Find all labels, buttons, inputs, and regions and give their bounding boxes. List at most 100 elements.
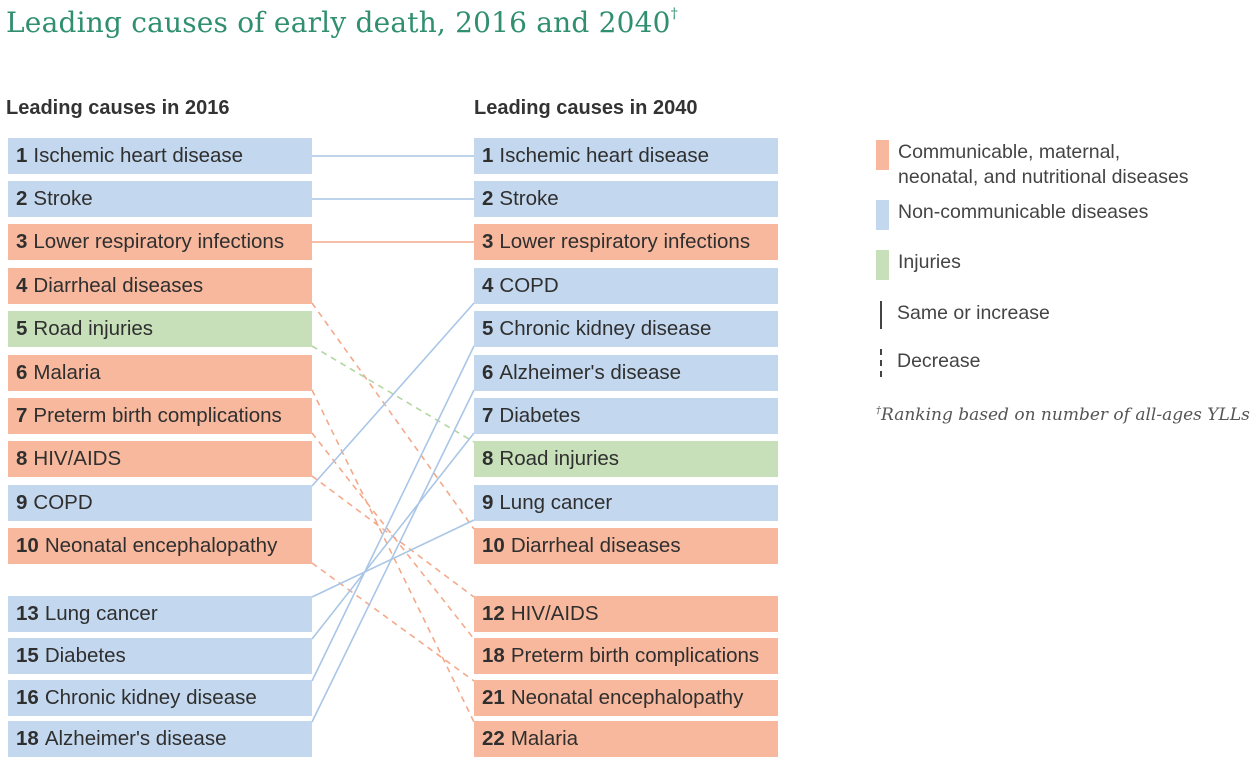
connector-solid-line <box>311 302 475 487</box>
left-rank-label: Diarrheal diseases <box>33 274 204 297</box>
left-rank-number: 10 <box>16 534 39 557</box>
solid-line-icon <box>880 301 882 329</box>
legend-label-non-communicable: Non-communicable diseases <box>898 201 1149 223</box>
right-rank-item: 10 Diarrheal diseases <box>474 528 778 564</box>
right-rank-label: Chronic kidney disease <box>499 317 712 340</box>
left-rank-number: 7 <box>16 404 28 427</box>
right-rank-item: 8 Road injuries <box>474 441 778 477</box>
left-rank-number: 5 <box>16 317 28 340</box>
left-rank-item: 4 Diarrheal diseases <box>8 268 312 304</box>
legend-label-communicable: Communicable, maternal, neonatal, and nu… <box>898 141 1189 188</box>
right-rank-label: Alzheimer's disease <box>499 361 682 384</box>
legend-swatch-injuries <box>876 250 889 280</box>
title-dagger: † <box>670 5 678 22</box>
right-rank-label: Diarrheal diseases <box>510 534 681 557</box>
right-rank-number: 18 <box>482 644 505 667</box>
left-rank-item: 15 Diabetes <box>8 638 312 674</box>
right-rank-number: 1 <box>482 144 494 167</box>
left-rank-number: 9 <box>16 491 28 514</box>
right-rank-number: 3 <box>482 230 494 253</box>
right-rank-number: 22 <box>482 727 505 750</box>
right-rank-label: Ischemic heart disease <box>499 144 710 167</box>
left-rank-item: 2 Stroke <box>8 181 312 217</box>
left-rank-item: 13 Lung cancer <box>8 596 312 632</box>
right-rank-label: Road injuries <box>499 447 620 470</box>
left-rank-item: 16 Chronic kidney disease <box>8 680 312 716</box>
left-rank-item: 10 Neonatal encephalopathy <box>8 528 312 564</box>
left-rank-label: HIV/AIDS <box>33 447 122 470</box>
right-rank-number: 12 <box>482 602 505 625</box>
right-rank-label: Stroke <box>499 187 559 210</box>
left-rank-item: 5 Road injuries <box>8 311 312 347</box>
right-rank-item: 9 Lung cancer <box>474 485 778 521</box>
left-rank-label: Lung cancer <box>44 602 158 625</box>
right-rank-item: 22 Malaria <box>474 721 778 757</box>
right-rank-number: 9 <box>482 491 494 514</box>
left-rank-label: COPD <box>33 491 93 514</box>
left-rank-number: 8 <box>16 447 28 470</box>
right-rank-item: 18 Preterm birth complications <box>474 638 778 674</box>
right-rank-number: 8 <box>482 447 494 470</box>
legend-item-non-communicable: Non-communicable diseases <box>876 200 1148 230</box>
legend-swatch-non-communicable <box>876 200 889 230</box>
footnote-text: Ranking based on number of all-ages YLLs <box>881 405 1250 425</box>
left-rank-label: Alzheimer's disease <box>44 727 227 750</box>
left-rank-number: 1 <box>16 144 28 167</box>
left-rank-item: 9 COPD <box>8 485 312 521</box>
left-rank-item: 3 Lower respiratory infections <box>8 224 312 260</box>
right-rank-item: 7 Diabetes <box>474 398 778 434</box>
left-rank-number: 16 <box>16 686 39 709</box>
legend-label-decrease: Decrease <box>897 350 981 372</box>
legend-item-same-or-increase: Same or increase <box>876 301 1050 329</box>
right-rank-label: Preterm birth complications <box>510 644 760 667</box>
left-rank-label: Diabetes <box>44 644 126 667</box>
connector-dashed-line <box>311 302 475 530</box>
left-rank-item: 7 Preterm birth complications <box>8 398 312 434</box>
right-rank-item: 2 Stroke <box>474 181 778 217</box>
left-rank-label: Malaria <box>33 361 101 384</box>
connector-dashed-line <box>311 345 475 443</box>
left-rank-label: Lower respiratory infections <box>33 230 285 253</box>
left-column-heading: Leading causes in 2016 <box>6 97 230 119</box>
right-rank-item: 4 COPD <box>474 268 778 304</box>
chart-title: Leading causes of early death, 2016 and … <box>6 6 678 39</box>
right-rank-item: 21 Neonatal encephalopathy <box>474 680 778 716</box>
left-rank-label: Preterm birth complications <box>33 404 282 427</box>
legend-swatch-communicable <box>876 140 889 170</box>
legend-label-injuries: Injuries <box>898 251 961 273</box>
left-rank-number: 6 <box>16 361 28 384</box>
left-rank-label: Neonatal encephalopathy <box>44 534 278 557</box>
right-rank-number: 10 <box>482 534 505 557</box>
right-rank-item: 5 Chronic kidney disease <box>474 311 778 347</box>
right-rank-label: HIV/AIDS <box>510 602 599 625</box>
left-rank-number: 2 <box>16 187 28 210</box>
left-rank-number: 15 <box>16 644 39 667</box>
right-rank-number: 5 <box>482 317 494 340</box>
legend-item-communicable: Communicable, maternal, neonatal, and nu… <box>876 140 1198 190</box>
connector-solid-line <box>311 432 475 640</box>
footnote: †Ranking based on number of all-ages YLL… <box>876 405 1250 425</box>
left-rank-number: 18 <box>16 727 39 750</box>
right-rank-item: 3 Lower respiratory infections <box>474 224 778 260</box>
left-rank-number: 13 <box>16 602 39 625</box>
right-rank-item: 12 HIV/AIDS <box>474 596 778 632</box>
legend-item-decrease: Decrease <box>876 349 980 377</box>
right-rank-number: 21 <box>482 686 505 709</box>
left-rank-label: Road injuries <box>33 317 154 340</box>
connector-solid-line <box>311 389 475 723</box>
legend-item-injuries: Injuries <box>876 250 961 280</box>
right-rank-number: 6 <box>482 361 494 384</box>
right-rank-item: 6 Alzheimer's disease <box>474 355 778 391</box>
connector-solid-line <box>311 345 475 682</box>
right-rank-label: Neonatal encephalopathy <box>510 686 744 709</box>
left-rank-label: Ischemic heart disease <box>33 144 244 167</box>
right-column-heading: Leading causes in 2040 <box>474 97 698 119</box>
left-rank-item: 18 Alzheimer's disease <box>8 721 312 757</box>
connector-dashed-line <box>311 432 475 640</box>
left-rank-label: Stroke <box>33 187 93 210</box>
connector-dashed-line <box>311 562 475 682</box>
connector-dashed-line <box>311 389 475 723</box>
right-rank-label: Lower respiratory infections <box>499 230 751 253</box>
right-rank-number: 7 <box>482 404 494 427</box>
footnote-dagger: † <box>876 405 881 417</box>
